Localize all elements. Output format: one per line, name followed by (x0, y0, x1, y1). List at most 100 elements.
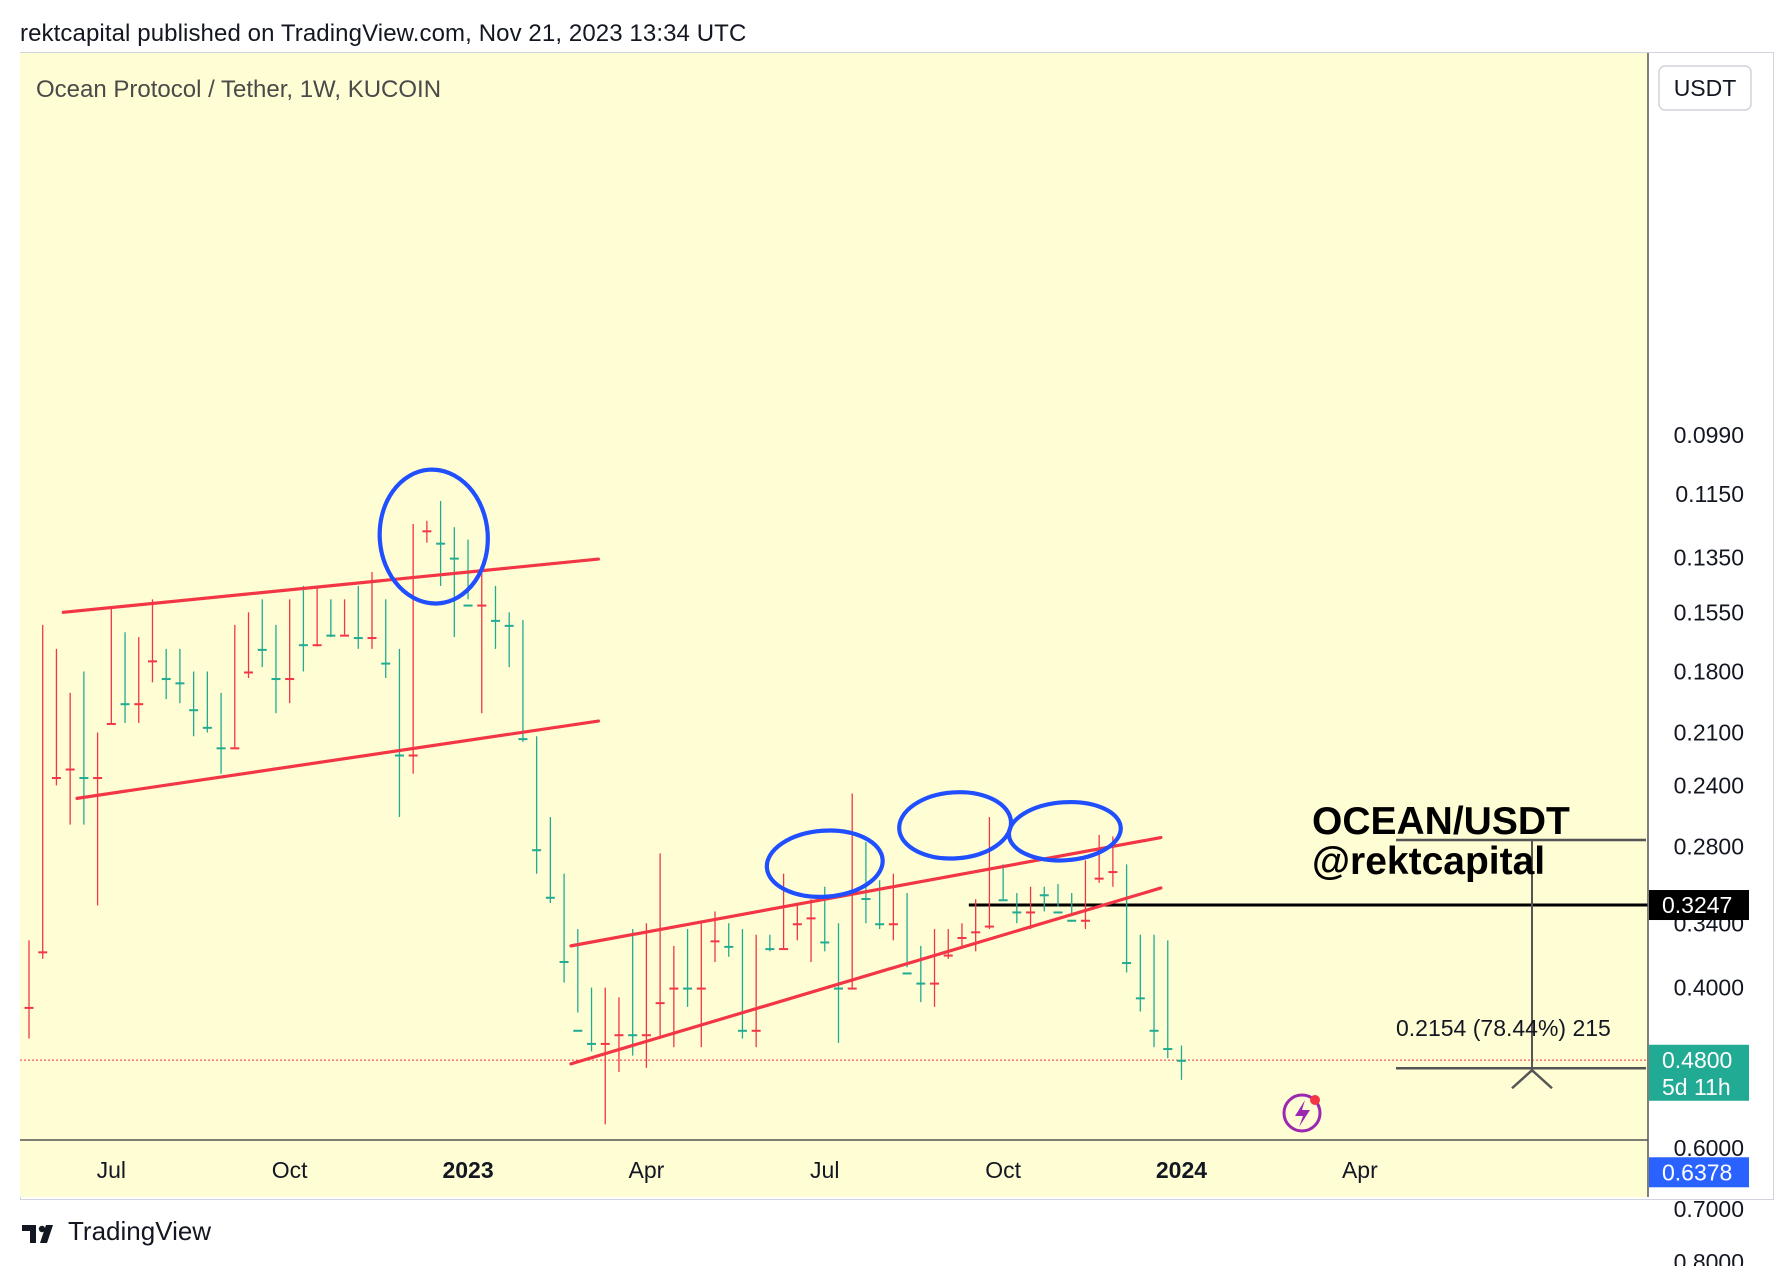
candle-body (518, 738, 528, 741)
time-tick-label: 2023 (442, 1157, 493, 1183)
candle (230, 624, 240, 750)
candle (257, 599, 267, 668)
time-tick-label: Oct (272, 1157, 308, 1183)
candle-body (833, 987, 843, 990)
candle (312, 585, 322, 647)
candle (545, 817, 555, 903)
candle-body (861, 898, 871, 901)
time-tick-label: Apr (1342, 1157, 1378, 1183)
candle-body (669, 987, 679, 990)
price-tick-label: 0.2800 (1674, 833, 1744, 859)
candle-body (285, 678, 295, 681)
current-price-countdown: 5d 11h (1662, 1074, 1731, 1100)
circle-oct-2023 (1006, 799, 1123, 863)
candle-body (765, 948, 775, 951)
plot-layer (20, 467, 1648, 1125)
candle (422, 520, 432, 543)
candle (216, 692, 226, 774)
candle-body (710, 940, 720, 943)
candle-body (463, 604, 473, 607)
time-tick-label: Jul (97, 1157, 126, 1183)
candle-body (655, 1002, 665, 1005)
circle-sep-2023 (897, 790, 1014, 861)
candle (1039, 886, 1049, 912)
candle-body (751, 1029, 761, 1032)
candle-body (147, 660, 157, 663)
time-tick-label: Jul (810, 1157, 839, 1183)
candle (998, 864, 1008, 902)
plot-background (20, 53, 1648, 1140)
candle (1053, 884, 1063, 914)
second-channel-bottom (569, 835, 1163, 948)
time-axis-background (20, 1140, 1648, 1197)
symbol-label[interactable]: Ocean Protocol / Tether, 1W, KUCOIN (36, 76, 442, 103)
candle (930, 929, 940, 1007)
candle (24, 940, 34, 1039)
candle (600, 987, 610, 1125)
candle (120, 632, 130, 723)
candle (298, 585, 308, 672)
candle (587, 987, 597, 1052)
candle (916, 945, 926, 1003)
candle-body (381, 662, 391, 665)
candle (394, 648, 404, 818)
candle-body (1012, 911, 1022, 914)
candle (1176, 1045, 1186, 1080)
circle-nov-2022 (377, 467, 490, 606)
candle (683, 929, 693, 1007)
chart-watermark: OCEAN/USDT @rektcapital (1312, 802, 1570, 882)
candle-body (271, 678, 281, 681)
candle-body (408, 754, 418, 757)
candle-body (106, 722, 116, 725)
time-tick-label: 2024 (1156, 1157, 1207, 1183)
candle-body (161, 678, 171, 681)
candle-body (326, 634, 336, 637)
candle-body (298, 644, 308, 647)
candle (504, 612, 514, 668)
breakout-badge (1649, 890, 1749, 921)
tradingview-logo[interactable]: TradingView (22, 1216, 211, 1247)
resistance-badge-label: 0.6378 (1662, 1159, 1732, 1185)
price-tick-label: 0.1350 (1674, 545, 1744, 571)
breakout-badge-label: 0.3247 (1662, 892, 1732, 918)
candle-body (532, 849, 542, 852)
candle (340, 599, 350, 637)
candle-body (1176, 1059, 1186, 1062)
candle (202, 671, 212, 733)
candle-body (244, 671, 254, 674)
candle (1149, 934, 1159, 1048)
candle-body (847, 987, 857, 990)
candle-body (683, 987, 693, 990)
second-channel-top (569, 886, 1163, 1066)
candle-body (340, 634, 350, 637)
candle (134, 637, 144, 723)
candle (655, 853, 665, 1039)
candle-body (737, 1029, 747, 1032)
candle (367, 572, 377, 649)
candle (353, 585, 363, 649)
candle (1026, 886, 1036, 930)
candle-body (916, 982, 926, 985)
first-channel-bottom (61, 557, 600, 614)
candle (93, 732, 103, 906)
candle (779, 873, 789, 951)
candle (943, 929, 953, 959)
candle (436, 500, 446, 586)
price-tick-label: 0.2400 (1674, 772, 1744, 798)
candle (271, 624, 281, 714)
price-tick-label: 0.1800 (1674, 658, 1744, 684)
candle-body (79, 777, 89, 780)
candle-body (436, 542, 446, 545)
candle (449, 527, 459, 638)
candle (189, 671, 199, 737)
candle-body (573, 1029, 583, 1032)
candle-body (792, 923, 802, 926)
candle-body (696, 987, 706, 990)
candle (1135, 934, 1145, 1012)
candle-body (394, 754, 404, 757)
candle (175, 648, 185, 704)
candle (408, 523, 418, 774)
price-tick-label: 0.6000 (1674, 1135, 1744, 1161)
candle-body (490, 619, 500, 622)
